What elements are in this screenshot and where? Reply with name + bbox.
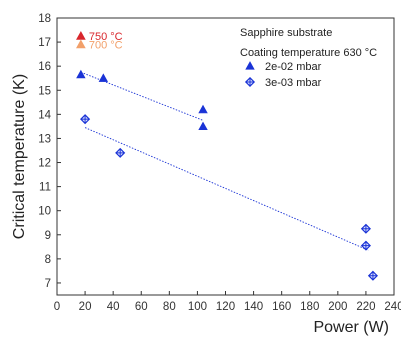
legend-label: 3e-03 mbar: [265, 77, 322, 89]
y-tick-label: 16: [38, 61, 51, 73]
y-axis-title: Critical temperature (K): [11, 74, 28, 239]
diamond-point: [367, 270, 378, 281]
legend-entries: 2e-02 mbar 3e-03 mbar: [244, 61, 322, 89]
y-tick-label: 7: [45, 278, 51, 290]
x-tick-label: 140: [244, 301, 263, 313]
legend-header-coating-temperature: Coating temperature 630 °C: [240, 47, 377, 59]
y-tick-label: 9: [45, 230, 51, 242]
x-tick-label: 100: [188, 301, 207, 313]
legend-marker: [245, 61, 255, 70]
annotation-label: 750 °C: [89, 31, 123, 43]
diamond-point: [360, 240, 371, 251]
x-tick-label: 40: [107, 301, 120, 313]
x-tick-label: 180: [300, 301, 319, 313]
y-tick-label: 17: [38, 37, 51, 49]
x-tick-label: 160: [272, 301, 291, 313]
fit-line: [80, 71, 204, 121]
legend-marker: [244, 76, 256, 88]
x-tick-label: 220: [356, 301, 375, 313]
x-tick-label: 240: [384, 301, 401, 313]
legend-header-substrate: Sapphire substrate: [240, 27, 332, 39]
x-axis: 0 20 40 60 80 100 120 140 160 180 200 220 240: [54, 291, 401, 313]
y-tick-label: 11: [39, 182, 51, 194]
triangle-point: [198, 104, 208, 114]
triangle-point: [98, 73, 109, 82]
annotation-marker: [76, 31, 86, 40]
data-points: [76, 69, 378, 281]
annotation-label: 700 °C: [89, 39, 123, 51]
diamond-point: [360, 223, 371, 234]
y-tick-label: 18: [38, 13, 51, 25]
y-tick-label: 15: [38, 85, 51, 97]
fit-line: [84, 127, 369, 251]
y-tick-label: 14: [38, 109, 51, 121]
legend-label: 2e-02 mbar: [265, 61, 322, 73]
annotation-marker: [76, 39, 86, 49]
x-tick-label: 0: [54, 301, 60, 313]
fit-lines: [80, 71, 369, 251]
x-tick-label: 60: [135, 301, 148, 313]
diamond-point: [115, 147, 126, 158]
x-tick-label: 120: [216, 301, 235, 313]
triangle-point: [198, 121, 208, 131]
legend: Sapphire substrate Coating temperature 6…: [240, 27, 377, 89]
y-tick-label: 13: [38, 133, 51, 145]
x-tick-label: 20: [79, 301, 92, 313]
triangle-point: [76, 69, 86, 79]
y-tick-label: 12: [38, 158, 51, 170]
x-tick-label: 200: [328, 301, 347, 313]
diamond-point: [80, 114, 91, 125]
x-axis-title: Power (W): [313, 319, 389, 336]
x-tick-label: 80: [163, 301, 176, 313]
y-axis: 7 8 9 10 11 12 13 14 15 16 17 18: [38, 13, 61, 290]
y-tick-label: 10: [38, 206, 51, 218]
y-tick-label: 8: [45, 254, 51, 266]
plot-frame: [56, 17, 395, 296]
